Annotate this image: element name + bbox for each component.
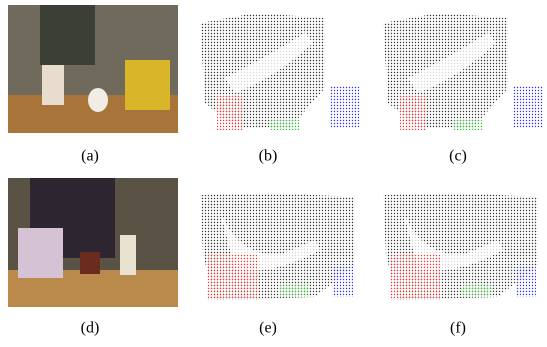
photo bbox=[8, 5, 178, 133]
panel-label: (c) bbox=[449, 148, 467, 165]
panel-label: (d) bbox=[81, 320, 100, 337]
panel-label: (f) bbox=[450, 320, 466, 337]
panel-label: (e) bbox=[259, 320, 277, 337]
point-cloud bbox=[200, 193, 355, 300]
photo bbox=[8, 178, 178, 307]
page: (a) (b) (c) (d) (e) (f) (() => { const d… bbox=[0, 0, 547, 347]
point-cloud bbox=[200, 13, 360, 130]
panel-label: (a) bbox=[81, 148, 99, 165]
point-cloud bbox=[383, 13, 543, 130]
point-cloud bbox=[383, 193, 538, 300]
figure: (a) (b) (c) (d) (e) (f) bbox=[0, 0, 547, 347]
panel-label: (b) bbox=[259, 148, 278, 165]
